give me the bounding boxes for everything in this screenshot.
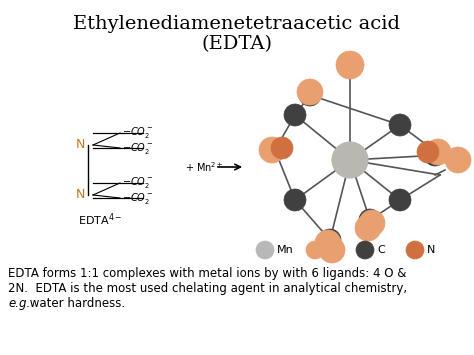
Circle shape <box>424 144 446 166</box>
Circle shape <box>284 104 306 126</box>
Circle shape <box>425 139 451 165</box>
Circle shape <box>319 237 345 263</box>
Text: EDTA forms 1:1 complexes with metal ions by with 6 ligands: 4 O &: EDTA forms 1:1 complexes with metal ions… <box>8 267 406 280</box>
Circle shape <box>306 241 324 259</box>
Circle shape <box>315 230 341 256</box>
Circle shape <box>319 229 341 251</box>
Circle shape <box>256 241 274 259</box>
Text: e.g.: e.g. <box>8 297 30 310</box>
Text: + Mn$^{2+}$: + Mn$^{2+}$ <box>185 160 223 174</box>
Text: 2N.  EDTA is the most used chelating agent in analytical chemistry,: 2N. EDTA is the most used chelating agen… <box>8 282 407 295</box>
Text: N: N <box>427 245 436 255</box>
Circle shape <box>259 137 285 163</box>
Text: N: N <box>76 189 85 202</box>
Text: $-CO_2^-$: $-CO_2^-$ <box>122 126 154 141</box>
Text: EDTA$^{4-}$: EDTA$^{4-}$ <box>78 212 122 228</box>
Circle shape <box>417 141 439 163</box>
Circle shape <box>356 241 374 259</box>
Text: $-CO_2^-$: $-CO_2^-$ <box>122 141 154 155</box>
Circle shape <box>359 209 381 231</box>
Circle shape <box>389 114 411 136</box>
Circle shape <box>336 51 364 79</box>
Text: (EDTA): (EDTA) <box>201 35 273 53</box>
Text: $-CO_2^-$: $-CO_2^-$ <box>122 191 154 206</box>
Text: $-CO_2^-$: $-CO_2^-$ <box>122 175 154 191</box>
Circle shape <box>359 210 385 236</box>
Circle shape <box>389 189 411 211</box>
Circle shape <box>297 79 323 105</box>
Text: Mn: Mn <box>277 245 294 255</box>
Text: C: C <box>377 245 385 255</box>
Circle shape <box>332 142 368 178</box>
Circle shape <box>406 241 424 259</box>
Circle shape <box>284 189 306 211</box>
Circle shape <box>445 147 471 173</box>
Circle shape <box>299 84 321 106</box>
Circle shape <box>355 215 381 241</box>
Text: Ethylenediamenetetraacetic acid: Ethylenediamenetetraacetic acid <box>73 15 401 33</box>
Text: O: O <box>327 245 336 255</box>
Circle shape <box>271 137 293 159</box>
Circle shape <box>264 139 286 161</box>
Text: water hardness.: water hardness. <box>26 297 125 310</box>
Text: N: N <box>76 138 85 152</box>
